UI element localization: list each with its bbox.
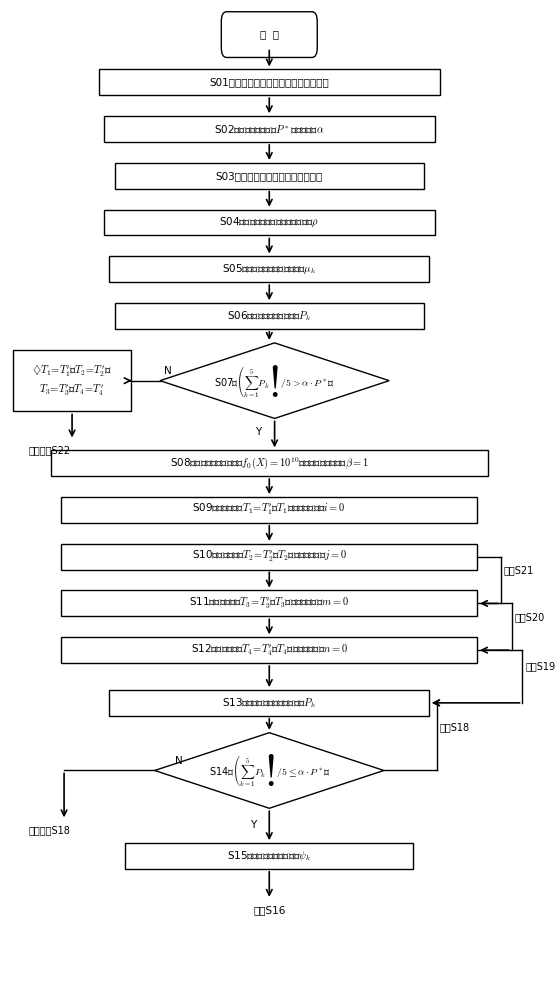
- Text: 步骤S20: 步骤S20: [515, 612, 545, 622]
- Bar: [62, 544, 477, 570]
- Text: S12：令设定张力$T_4\!=\!T_4^{\prime}$，$T_4$的调整过程系数$n=0$: S12：令设定张力$T_4\!=\!T_4^{\prime}$，$T_4$的调整…: [191, 643, 348, 658]
- Text: 步骤S16: 步骤S16: [253, 905, 286, 915]
- Bar: [99, 69, 440, 95]
- Text: S06：计算各机架的轧制力$P_k$: S06：计算各机架的轧制力$P_k$: [227, 309, 311, 323]
- Bar: [104, 116, 435, 142]
- Text: S09：令设定张力$T_1\!=\!T_1^{\prime}$，$T_1$的调整过程系数$i=0$: S09：令设定张力$T_1\!=\!T_1^{\prime}$，$T_1$的调整…: [193, 502, 346, 517]
- Bar: [125, 843, 413, 869]
- Bar: [115, 303, 424, 329]
- Text: Y: Y: [250, 820, 256, 830]
- Bar: [62, 637, 477, 663]
- Bar: [115, 163, 424, 189]
- Text: $\diamondsuit T_1\!=\!T_1^{\prime}$、$T_2\!=\!T_2^{\prime}$、
$T_3\!=\!T_3^{\prime: $\diamondsuit T_1\!=\!T_1^{\prime}$、$T_2…: [32, 363, 112, 398]
- Text: S07：$\left(\sum_{k=1}^{5}P_k\right)/5>\alpha\cdot P^*$？: S07：$\left(\sum_{k=1}^{5}P_k\right)/5>\a…: [214, 363, 335, 399]
- Text: S10：令设定张力$T_2\!=\!T_2^{\prime}$，$T_2$的调整过程系数$j=0$: S10：令设定张力$T_2\!=\!T_2^{\prime}$，$T_2$的调整…: [192, 549, 347, 564]
- Text: 步骤S19: 步骤S19: [525, 662, 556, 672]
- Text: 开  始: 开 始: [260, 30, 279, 40]
- Text: 步骤S21: 步骤S21: [504, 565, 534, 575]
- Text: 转入步骤S18: 转入步骤S18: [29, 825, 70, 835]
- Bar: [109, 690, 429, 716]
- Bar: [109, 256, 429, 282]
- Text: S15：计算各机架打滑因子$\psi_k$: S15：计算各机架打滑因子$\psi_k$: [227, 849, 311, 863]
- Text: S04：收集当日乳化液铁粉监测浓度$\rho$: S04：收集当日乳化液铁粉监测浓度$\rho$: [220, 216, 319, 229]
- Bar: [13, 350, 130, 411]
- Text: N: N: [175, 756, 183, 766]
- Polygon shape: [160, 343, 389, 418]
- Text: S14：$\left(\sum_{k=1}^{5}P_k\right)/5\leq\alpha\cdot P^*$？: S14：$\left(\sum_{k=1}^{5}P_k\right)/5\le…: [208, 752, 330, 788]
- Text: S05：计算各机架对应摩擦系数$\mu_k$: S05：计算各机架对应摩擦系数$\mu_k$: [222, 262, 316, 276]
- Text: S01：收集轧制设备参数及轧制工艺参数: S01：收集轧制设备参数及轧制工艺参数: [209, 77, 329, 87]
- Bar: [104, 210, 435, 235]
- Bar: [51, 450, 488, 476]
- Bar: [62, 590, 477, 616]
- Bar: [62, 497, 477, 523]
- Text: N: N: [164, 366, 172, 376]
- Text: 转入步骤S22: 转入步骤S22: [29, 445, 71, 455]
- Text: Y: Y: [255, 427, 262, 437]
- Text: 步骤S18: 步骤S18: [440, 722, 470, 732]
- Text: S02：给定特征轧制力$P^*$及安全系数$\alpha$: S02：给定特征轧制力$P^*$及安全系数$\alpha$: [214, 123, 324, 135]
- Text: S13：重新计算各机架的轧制力$P_k$: S13：重新计算各机架的轧制力$P_k$: [222, 696, 316, 710]
- Text: S08：令打滑目标函数初值$f_0(X)=10^{10}$，打滑判断过程参数$\beta=1$: S08：令打滑目标函数初值$f_0(X)=10^{10}$，打滑判断过程参数$\…: [170, 455, 369, 471]
- FancyBboxPatch shape: [221, 12, 318, 57]
- Text: S11：令设定张力$T_3\!=\!T_3^{\prime}$，$T_3$的调整过程系数$m=0$: S11：令设定张力$T_3\!=\!T_3^{\prime}$，$T_3$的调整…: [189, 596, 349, 611]
- Polygon shape: [155, 733, 384, 808]
- Text: S03：给定各段设定张力调整步长值: S03：给定各段设定张力调整步长值: [216, 171, 323, 181]
